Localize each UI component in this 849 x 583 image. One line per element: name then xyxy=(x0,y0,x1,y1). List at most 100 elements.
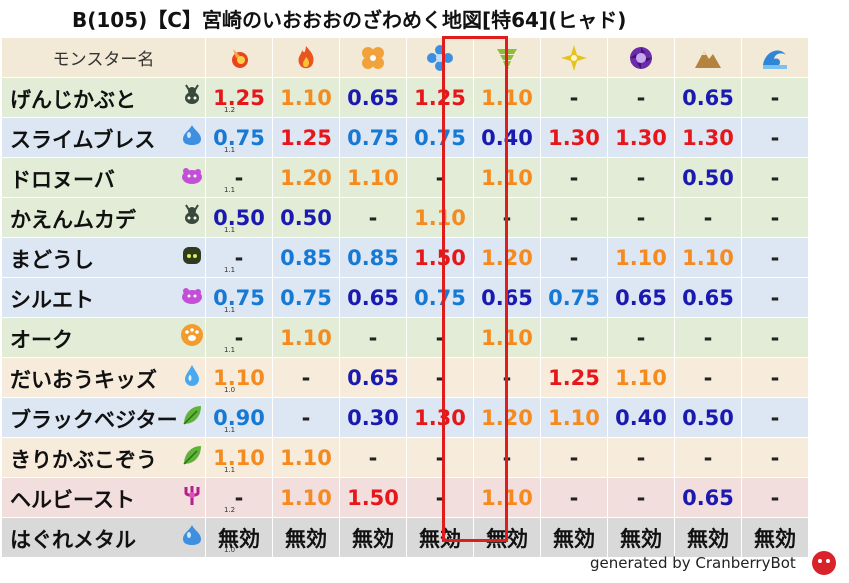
resistance-table: モンスター名 げんじかぶと 1.2 1.25 1.10 0.65 1.25 1.10- -0.6… xyxy=(2,38,808,558)
resistance-value: - xyxy=(741,317,808,358)
monster-name-cell: オーク 1.1 xyxy=(2,317,235,358)
resistance-value: 無効 xyxy=(272,517,340,558)
resistance-value: - xyxy=(540,437,608,478)
resistance-value: - xyxy=(205,317,273,358)
monster-name: はぐれメタル xyxy=(10,528,136,552)
paw-icon xyxy=(180,323,204,347)
resistance-value: - xyxy=(406,477,474,518)
resistance-value: - xyxy=(741,357,808,398)
resistance-value: 1.30 xyxy=(540,117,608,158)
resistance-value: - xyxy=(607,477,675,518)
resistance-value: 1.10 xyxy=(473,157,541,198)
monster-name: ブラックベジター xyxy=(10,408,178,432)
resistance-value: - xyxy=(540,157,608,198)
resistance-value: 0.75 xyxy=(205,277,273,318)
resistance-value: - xyxy=(540,197,608,238)
resistance-value: 0.65 xyxy=(674,477,742,518)
resistance-value: - xyxy=(473,197,541,238)
monster-name: げんじかぶと xyxy=(10,88,136,112)
monster-level: 1.2 xyxy=(224,106,236,114)
resistance-value: - xyxy=(406,357,474,398)
monster-name-cell: ヘルビースト 1.2 xyxy=(2,477,235,518)
resistance-value: 1.10 xyxy=(272,77,340,118)
resistance-value: 無効 xyxy=(540,517,608,558)
resistance-value: 無効 xyxy=(674,517,742,558)
resistance-value: - xyxy=(607,157,675,198)
beetle-icon xyxy=(180,83,204,107)
resistance-value: 0.75 xyxy=(205,117,273,158)
slime-icon xyxy=(180,523,204,547)
resistance-value: - xyxy=(540,477,608,518)
resistance-value: - xyxy=(674,317,742,358)
resistance-value: 0.50 xyxy=(205,197,273,238)
resistance-value: 0.65 xyxy=(339,357,407,398)
resistance-value: 1.10 xyxy=(205,437,273,478)
page-title: B(105)【C】宮崎のいおおおのざわめく地図[特64](ヒャド) xyxy=(72,8,627,32)
resistance-value: - xyxy=(540,77,608,118)
resistance-value: 1.50 xyxy=(339,477,407,518)
monster-name-cell: シルエト 1.1 xyxy=(2,277,235,318)
resistance-value: 1.50 xyxy=(406,237,474,278)
resistance-value: - xyxy=(607,197,675,238)
resistance-value: - xyxy=(741,237,808,278)
resistance-value: 0.40 xyxy=(473,117,541,158)
leaf-icon xyxy=(180,443,204,467)
tornado-icon xyxy=(474,43,540,73)
element-header-fire-icon xyxy=(205,38,273,78)
monster-row: スライムブレス 1.1 0.75 1.25 0.75 0.75 0.40 1.30 1.30 1.… xyxy=(2,117,808,158)
monster-name: ドロヌーバ xyxy=(10,168,115,192)
monster-name-cell: だいおうキッズ 1.0 xyxy=(2,357,235,398)
monster-name-cell: きりかぶこぞう 1.1 xyxy=(2,437,235,478)
element-header-ice-flower-icon xyxy=(406,38,474,78)
resistance-value: - xyxy=(473,437,541,478)
leaf-icon xyxy=(180,403,204,427)
resistance-value: 無効 xyxy=(205,517,273,558)
element-header-wave-icon xyxy=(741,38,808,78)
star-burst-icon xyxy=(541,43,607,73)
monster-name-cell: まどうし 1.1 xyxy=(2,237,235,278)
resistance-value: - xyxy=(339,437,407,478)
resistance-value: 0.30 xyxy=(339,397,407,438)
wave-icon xyxy=(742,43,808,73)
monster-row: まどうし 1.1-0.85 0.85 1.50 1.20-1.10 1.10- xyxy=(2,237,808,278)
resistance-value: - xyxy=(741,77,808,118)
resistance-value: - xyxy=(741,277,808,318)
monster-level: 1.2 xyxy=(224,506,236,514)
resistance-value: - xyxy=(674,197,742,238)
resistance-value: - xyxy=(406,437,474,478)
resistance-value: 1.20 xyxy=(473,397,541,438)
drop-icon xyxy=(180,363,204,387)
resistance-value: 1.10 xyxy=(272,477,340,518)
element-header-mountain-icon xyxy=(674,38,742,78)
element-header-dark-swirl-icon xyxy=(607,38,675,78)
resistance-value: 0.65 xyxy=(674,277,742,318)
resistance-value: 0.65 xyxy=(674,77,742,118)
monster-name-cell: ドロヌーバ 1.1 xyxy=(2,157,235,198)
resistance-value: - xyxy=(205,477,273,518)
element-header-tornado-icon xyxy=(473,38,541,78)
monster-name-cell: ブラックベジター 1.1 xyxy=(2,397,235,438)
fire-icon xyxy=(206,43,272,73)
monster-name: ヘルビースト xyxy=(10,488,135,512)
resistance-value: 0.65 xyxy=(473,277,541,318)
mud-icon xyxy=(180,283,204,307)
resistance-value: 1.10 xyxy=(272,437,340,478)
resistance-value: 1.10 xyxy=(473,317,541,358)
resistance-value: - xyxy=(741,437,808,478)
resistance-value: - xyxy=(674,357,742,398)
resistance-value: 1.25 xyxy=(540,357,608,398)
clover-icon xyxy=(340,43,406,73)
beetle-icon xyxy=(180,203,204,227)
monster-level: 1.1 xyxy=(224,146,236,154)
monster-level: 1.1 xyxy=(224,266,236,274)
monster-name: かえんムカデ xyxy=(10,208,136,232)
footer-credit: generated by CranberryBot xyxy=(590,554,796,572)
monster-name-cell: かえんムカデ 1.1 xyxy=(2,197,235,238)
monster-name-cell: スライムブレス 1.1 xyxy=(2,117,235,158)
monster-level: 1.1 xyxy=(224,466,236,474)
monster-row: ブラックベジター 1.1 0.90-0.30 1.30 1.20 1.10 0.40 0.50… xyxy=(2,397,808,438)
resistance-value: - xyxy=(741,397,808,438)
resistance-value: - xyxy=(473,357,541,398)
resistance-value: 無効 xyxy=(406,517,474,558)
resistance-value: 0.75 xyxy=(406,277,474,318)
